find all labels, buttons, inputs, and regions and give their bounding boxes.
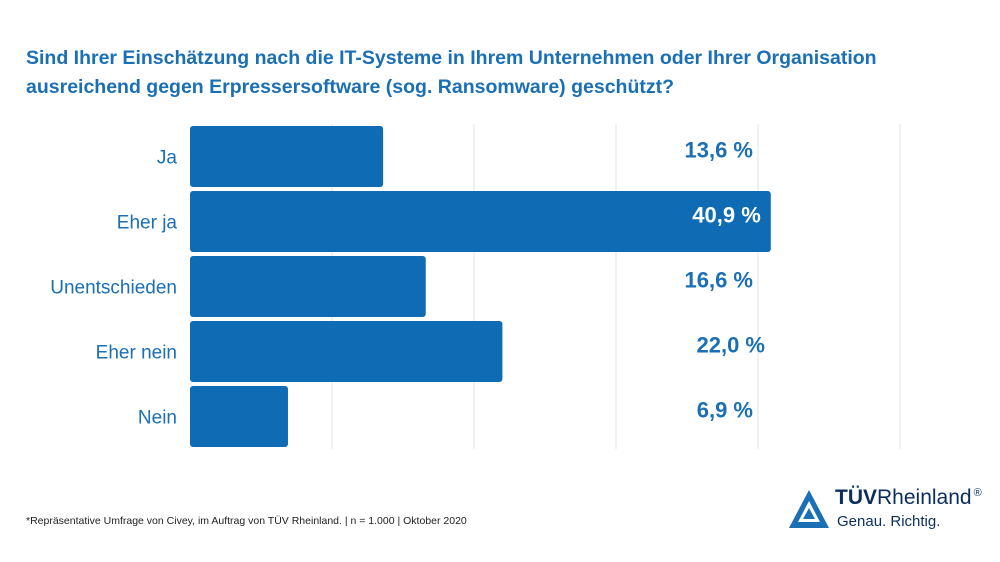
category-label-4: Nein xyxy=(138,408,177,429)
chart-title-line-2: ausreichend gegen Erpressersoftware (sog… xyxy=(26,76,675,98)
bar-0 xyxy=(190,126,384,187)
bar-2 xyxy=(190,256,426,317)
logo-registered-mark: ® xyxy=(973,487,982,499)
footnote: *Repräsentative Umfrage von Civey, im Au… xyxy=(26,515,467,527)
category-label-0: Ja xyxy=(157,148,178,169)
bar-3 xyxy=(190,321,503,382)
bar-chart: Ja 13,6 % Eher ja 40,9 % Unentschieden 16,6 %… xyxy=(50,124,901,449)
triangle-logo-icon xyxy=(789,490,829,528)
value-label-0: 13,6 % xyxy=(685,138,754,163)
value-label-4: 6,9 % xyxy=(697,398,753,423)
category-label-3: Eher nein xyxy=(96,343,177,364)
bar-1 xyxy=(190,191,771,252)
value-label-3: 22,0 % xyxy=(697,333,766,358)
bar-4 xyxy=(190,386,288,447)
category-label-1: Eher ja xyxy=(117,213,178,234)
logo-brand-regular: Rheinland xyxy=(877,486,972,509)
chart-title: Sind Ihrer Einschätzung nach die IT-Syst… xyxy=(26,44,966,102)
chart-title-line-1: Sind Ihrer Einschätzung nach die IT-Syst… xyxy=(26,47,877,69)
value-label-2: 16,6 % xyxy=(685,268,754,293)
logo-claim: Genau. Richtig. xyxy=(837,513,941,530)
category-label-2: Unentschieden xyxy=(50,278,177,299)
value-label-1: 40,9 % xyxy=(692,203,761,228)
tuv-rheinland-logo: TÜVRheinland ® Genau. Richtig. xyxy=(787,486,997,542)
logo-brand-bold: TÜV xyxy=(835,486,877,509)
logo-brand: TÜVRheinland ® xyxy=(835,486,982,510)
